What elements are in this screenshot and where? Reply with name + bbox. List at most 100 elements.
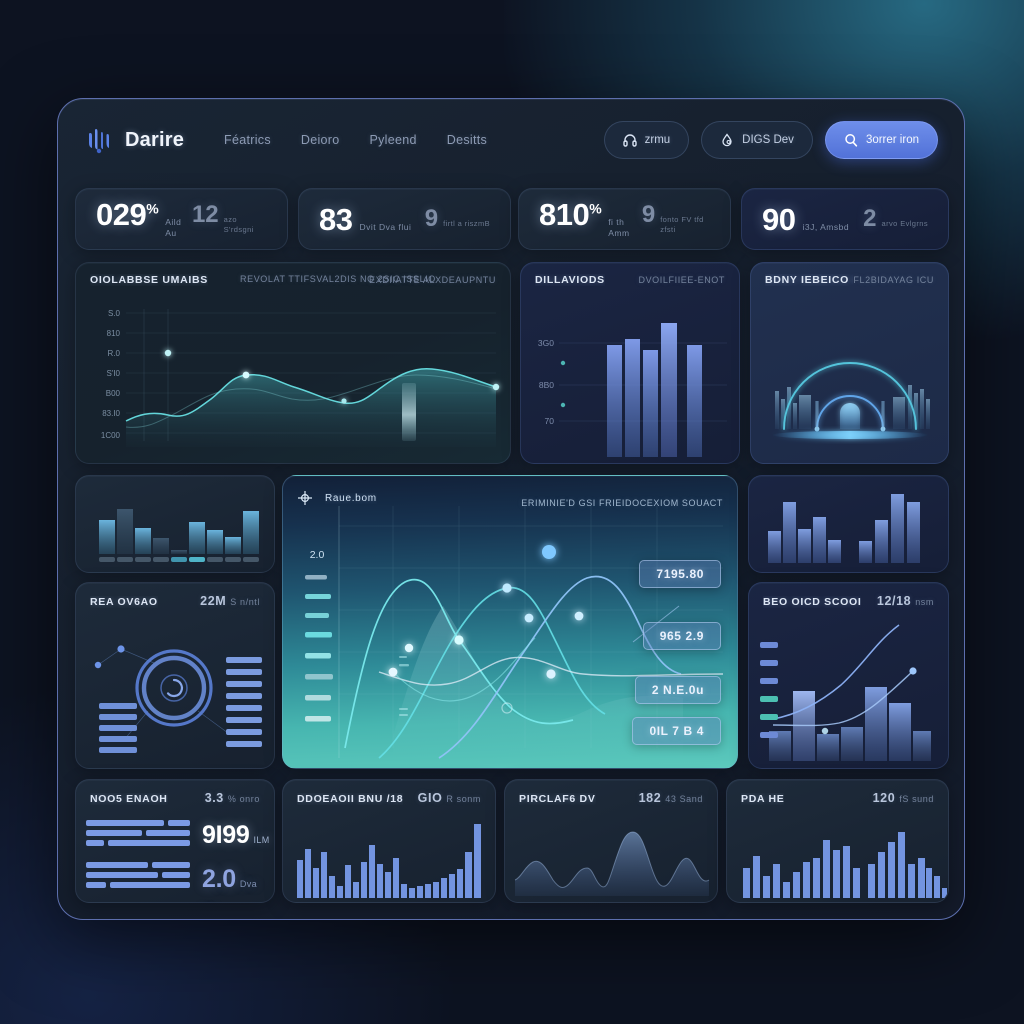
app-header: Darire Féatrics Deioro Pyleend Desitts z…	[58, 99, 964, 181]
wave-title: PIRCLAF6 DV	[519, 793, 596, 805]
bar-chart-meta: DVOILFIIEE-ENOT	[638, 275, 725, 285]
minibars-right-body	[749, 476, 948, 572]
main-chart-svg: 2.0	[305, 506, 724, 759]
minibars-left-card[interactable]	[75, 475, 275, 573]
kpi-sub-label-3: fonto FV tfd zfsti	[660, 215, 704, 234]
radial-meta: 22M S n/ntl	[200, 594, 260, 608]
dense-bars-a-title: DDOEAOII BNU /18	[297, 793, 404, 805]
trend-chart-card[interactable]: OIOLABBSE UMAIBS REVOLAT TTIFSVAL2DIS NO…	[75, 262, 511, 464]
kpi-label-1: Aild Au	[165, 217, 182, 238]
main-chart-value-chip-4[interactable]: 0IL 7 B 4	[632, 717, 721, 745]
wave-body	[505, 812, 717, 896]
stats-value-1: 9I99 ILM	[202, 821, 270, 849]
kpi-card-3[interactable]: 810% fi th Amm 9 fonto FV tfd zfsti	[518, 188, 731, 250]
stats-title: NOO5 ENAOH	[90, 793, 168, 805]
kpi-label-4: i3J, Amsbd	[802, 221, 850, 232]
wave-svg	[514, 831, 710, 896]
stats-card[interactable]: NOO5 ENAOH 3.3% onro	[75, 779, 275, 903]
svg-text:R.0: R.0	[108, 349, 121, 358]
header-button-data-label: DIGS Dev	[742, 134, 794, 146]
header-button-data[interactable]: DIGS Dev	[701, 121, 813, 159]
dense-bars-b-svg	[743, 832, 947, 898]
kpi-card-4[interactable]: 90 i3J, Amsbd 2 arvo Evlgrns	[741, 188, 949, 250]
combo-svg	[760, 624, 931, 761]
svg-text:3G0: 3G0	[538, 338, 554, 348]
brand-name: Darire	[125, 128, 185, 151]
gauge-title: BDNY IEBEICO IS	[765, 274, 853, 286]
main-chart-value-chip-3[interactable]: 2 N.E.0u	[634, 676, 721, 704]
dense-bars-a-card[interactable]: DDOEAOII BNU /18 GIO R sonm	[282, 779, 496, 903]
svg-text:810: 810	[107, 329, 121, 338]
dense-bars-b-body	[727, 812, 948, 898]
kpi-label-2: Dvit Dva flui	[359, 221, 412, 232]
trend-chart-meta-left: REVOLAT TTIFSVAL2DIS NO 2SIC ISSLIO	[240, 274, 436, 284]
kpi-sub-value-2: 9	[424, 205, 439, 232]
header-button-support-label: zrmu	[644, 134, 671, 146]
combo-card[interactable]: BEO OICD SCOOI 12/18 nsm	[748, 582, 949, 769]
main-chart-value-chip-2[interactable]: 965 2.9	[642, 622, 721, 650]
header-button-support[interactable]: zrmu	[603, 121, 690, 159]
svg-text:S'I0: S'I0	[106, 369, 120, 378]
svg-text:70: 70	[545, 416, 555, 426]
radial-body	[76, 615, 274, 760]
trend-chart-meta-right: EXDIIATTE ALXDEAUPNTU	[369, 275, 496, 285]
kpi-sub-label-1: azo S'rdsgni	[223, 215, 254, 234]
dense-bars-b-meta: 120 fS sund	[872, 791, 934, 805]
combo-title: BEO OICD SCOOI	[763, 596, 862, 608]
kpi-value-4: 90	[762, 201, 796, 237]
combo-meta: 12/18 nsm	[876, 594, 934, 608]
header-button-search[interactable]: 3orrer iron	[824, 121, 938, 159]
gauge-card[interactable]: BDNY IEBEICO IS FL2BIDAYAG ICU	[750, 262, 949, 464]
bar-chart-title: DILLAVIODS	[535, 274, 605, 286]
minibars-right-svg	[768, 494, 920, 563]
headphones-icon	[622, 134, 637, 147]
brand[interactable]: Darire	[84, 126, 184, 154]
kpi-card-1[interactable]: 029% Aild Au 12 azo S'rdsgni	[75, 188, 288, 250]
svg-text:1C00: 1C00	[101, 431, 121, 440]
dense-bars-a-meta: GIO R sonm	[417, 791, 481, 805]
bar-chart-logo-icon	[89, 129, 109, 154]
svg-text:B00: B00	[106, 389, 121, 398]
kpi-sub-label-2: firtl a riszmB	[443, 219, 490, 228]
radial-svg	[94, 645, 262, 753]
kpi-sub-value-4: 2	[863, 205, 877, 232]
nav-item-3[interactable]: Pyleend	[369, 133, 417, 147]
dense-bars-b-card[interactable]: PDA HE 120 fS sund	[726, 779, 949, 903]
minibars-left-svg	[99, 509, 259, 562]
dense-bars-a-body	[283, 812, 495, 898]
trend-chart-svg: S.0 810 R.0 S'I0 B00 83.I0 1C00	[101, 309, 500, 447]
header-button-search-label: 3orrer iron	[865, 134, 919, 146]
nav-item-1[interactable]: Féatrics	[224, 133, 271, 147]
kpi-card-2[interactable]: 83 Dvit Dva flui 9 firtl a riszmB	[298, 188, 511, 250]
kpi-sub-value-1: 12	[191, 201, 219, 229]
main-chart-body: 2.0	[283, 476, 737, 768]
trend-chart-title: OIOLABBSE UMAIBS	[90, 274, 208, 286]
combo-body	[749, 615, 948, 761]
stats-meta: 3.3% onro	[204, 791, 260, 805]
main-chart-ytick: 2.0	[310, 549, 325, 561]
nav-item-4[interactable]: Desitts	[446, 133, 488, 147]
bar-chart-body: 3G0 8B0 70	[521, 295, 739, 457]
bar-chart-card[interactable]: DILLAVIODS DVOILFIIEE-ENOT	[520, 262, 740, 464]
droplet-icon	[722, 133, 732, 147]
nav-item-2[interactable]: Deioro	[300, 133, 340, 147]
main-chart-value-chip-1[interactable]: 7195.80	[639, 560, 721, 588]
minibars-right-card[interactable]	[748, 475, 949, 573]
header-actions: zrmu DIGS Dev 3orrer iron	[603, 121, 938, 159]
stats-body	[76, 812, 274, 894]
kpi-label-3: fi th Amm	[608, 217, 630, 238]
search-icon	[845, 134, 858, 147]
svg-text:S.0: S.0	[108, 309, 121, 318]
radial-title: REA OV6AO	[90, 596, 158, 608]
kpi-sub-value-3: 9	[641, 201, 656, 229]
dense-bars-a-svg	[297, 824, 481, 898]
gauge-svg	[772, 362, 930, 439]
wave-card[interactable]: PIRCLAF6 DV 182 43 Sand	[504, 779, 718, 903]
kpi-value-3: 810%	[539, 197, 602, 233]
radial-card[interactable]: REA OV6AO 22M S n/ntl	[75, 582, 275, 769]
kpi-value-1: 029%	[96, 197, 159, 233]
dense-bars-b-title: PDA HE	[741, 793, 785, 805]
main-chart-card[interactable]: Raue.bom ERIMINIE'D GSI FRIEIDOCEXIOM SO…	[282, 475, 738, 769]
svg-text:8B0: 8B0	[539, 380, 554, 390]
